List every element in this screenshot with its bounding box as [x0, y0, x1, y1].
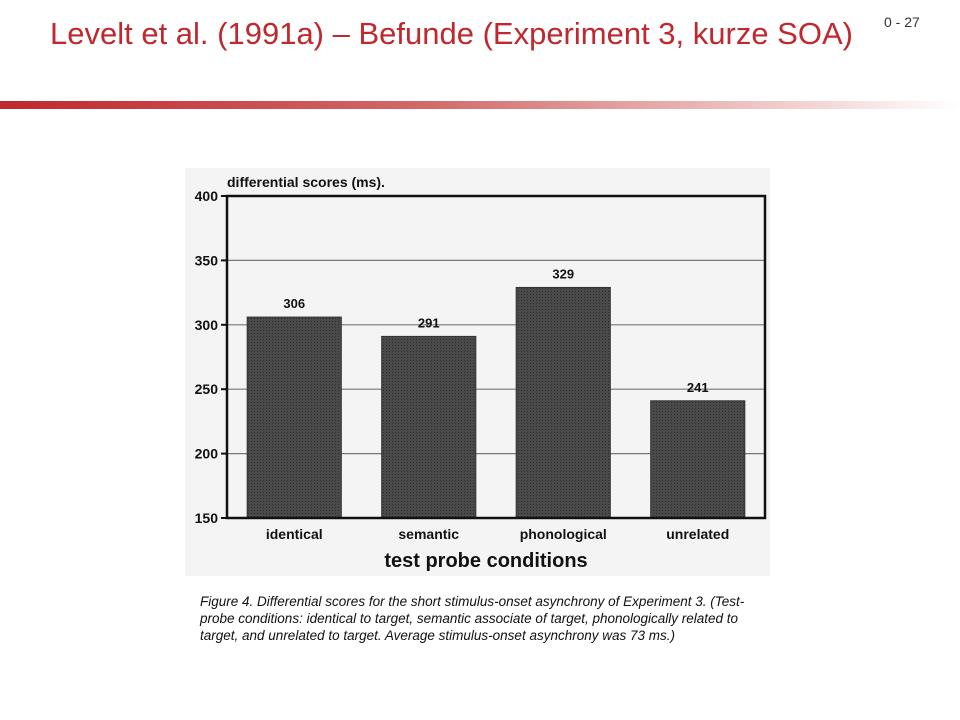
y-tick-label: 350 — [195, 252, 219, 268]
category-label-phonological: phonological — [520, 526, 607, 542]
chart-title: differential scores (ms). — [227, 174, 385, 190]
bar-phonological — [515, 286, 611, 519]
bar-semantic — [381, 335, 477, 519]
x-axis-label: test probe conditions — [384, 550, 587, 572]
title-divider — [0, 101, 960, 109]
category-label-semantic: semantic — [398, 526, 459, 542]
bar-chart: differential scores (ms). 150 200 250 300 35… — [185, 168, 770, 576]
data-label-identical: 306 — [283, 296, 305, 311]
data-label-phonological: 329 — [552, 266, 574, 281]
data-label-unrelated: 241 — [687, 380, 709, 395]
bar-unrelated — [650, 400, 746, 519]
y-tick-label: 250 — [195, 381, 219, 397]
bars — [246, 286, 746, 519]
y-tick-label: 400 — [195, 188, 219, 204]
category-label-identical: identical — [266, 526, 323, 542]
plot-frame — [225, 194, 767, 520]
data-label-semantic: 291 — [418, 315, 440, 330]
category-label-unrelated: unrelated — [666, 526, 729, 542]
y-tick-label: 200 — [195, 446, 219, 462]
y-tick-label: 150 — [195, 510, 219, 526]
slide-title: Levelt et al. (1991a) – Befunde (Experim… — [50, 16, 853, 51]
x-axis-categories: identical semantic phonological unrelated — [266, 526, 729, 542]
data-labels: 306 291 329 241 — [283, 266, 708, 394]
y-tick-label: 300 — [195, 317, 219, 333]
slide-number: 0 - 27 — [884, 14, 920, 30]
figure-caption: Figure 4. Differential scores for the sh… — [200, 594, 745, 643]
y-axis-ticks: 150 200 250 300 350 400 — [195, 188, 227, 526]
bar-identical — [246, 316, 342, 519]
